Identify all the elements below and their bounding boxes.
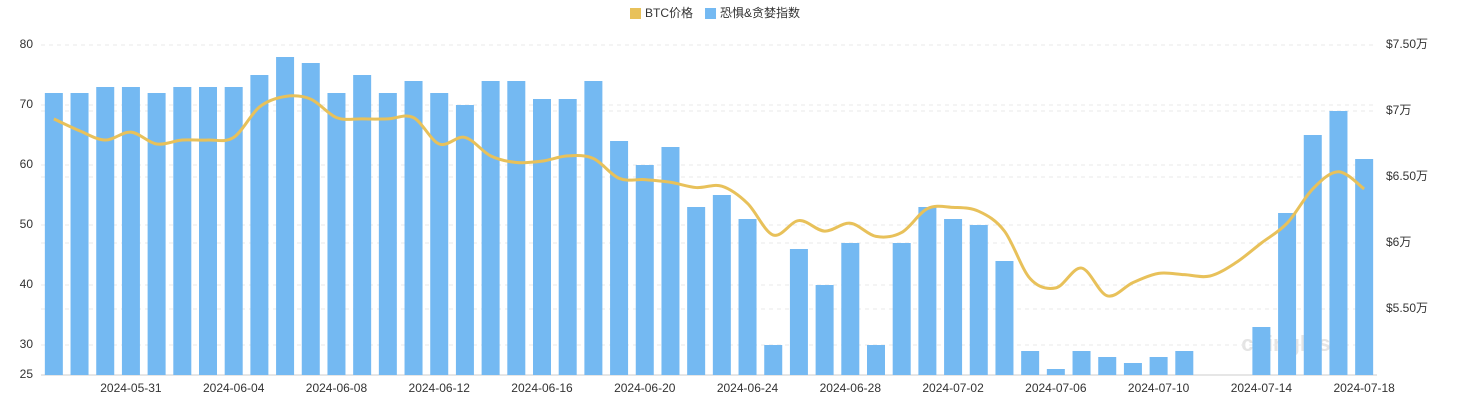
x-tick-label: 2024-06-04 (203, 381, 265, 395)
bar (738, 219, 757, 375)
bar (44, 93, 63, 375)
bar (1021, 351, 1040, 375)
x-tick-label: 2024-06-12 (409, 381, 471, 395)
legend-label: BTC价格 (645, 5, 693, 20)
y-tick-label: 25 (20, 367, 34, 381)
bar (1123, 363, 1142, 375)
bar (353, 75, 372, 375)
bar (1278, 213, 1297, 375)
y-tick-label: 40 (20, 277, 34, 291)
bar (789, 249, 808, 375)
x-tick-label: 2024-07-14 (1231, 381, 1293, 395)
bar (96, 87, 115, 375)
bar (70, 93, 89, 375)
bar (327, 93, 346, 375)
bar (430, 93, 449, 375)
bar (867, 345, 885, 375)
bar (224, 87, 243, 375)
bar (1175, 351, 1194, 375)
bar (147, 93, 166, 375)
legend-swatch (705, 8, 717, 19)
x-tick-label: 2024-06-24 (717, 381, 779, 395)
bar (173, 87, 192, 375)
bar (918, 207, 937, 375)
bar (276, 57, 295, 375)
bar (1149, 357, 1168, 375)
bar (1252, 327, 1271, 375)
bar (1072, 351, 1091, 375)
bar (764, 345, 783, 375)
x-tick-label: 2024-06-28 (820, 381, 882, 395)
bar (481, 81, 500, 375)
bar (1098, 357, 1117, 375)
x-tick-label: 2024-07-02 (922, 381, 984, 395)
bar (533, 99, 551, 375)
y2-tick-label: $6.50万 (1386, 169, 1428, 183)
y-tick-label: 70 (20, 97, 34, 111)
x-tick-label: 2024-07-06 (1025, 381, 1087, 395)
bar (635, 165, 654, 375)
bar (558, 99, 577, 375)
y2-tick-label: $7万 (1386, 103, 1411, 117)
bar (378, 93, 397, 375)
bar (507, 81, 526, 375)
x-tick-label: 2024-06-20 (614, 381, 676, 395)
bar (199, 87, 217, 375)
x-tick-label: 2024-06-08 (306, 381, 368, 395)
y-tick-label: 80 (20, 37, 34, 51)
legend-label: 恐惧&贪婪指数 (720, 5, 800, 20)
bar (892, 243, 911, 375)
y-tick-label: 60 (20, 157, 34, 171)
y-tick-label: 30 (20, 337, 34, 351)
bar (815, 285, 834, 375)
x-tick-label: 2024-07-10 (1128, 381, 1190, 395)
bar (1303, 135, 1322, 375)
bar (995, 261, 1014, 375)
bar (301, 63, 320, 375)
bar (404, 81, 423, 375)
y2-tick-label: $7.50万 (1386, 37, 1428, 51)
bar (121, 87, 140, 375)
bar (455, 105, 474, 375)
y2-tick-label: $6万 (1386, 235, 1411, 249)
bar (1046, 369, 1065, 375)
bar (969, 225, 988, 375)
bar (584, 81, 603, 375)
x-tick-label: 2024-05-31 (100, 381, 162, 395)
y2-tick-label: $5.50万 (1386, 301, 1428, 315)
bar (661, 147, 680, 375)
x-tick-label: 2024-06-16 (511, 381, 573, 395)
y-tick-label: 50 (20, 217, 34, 231)
bar (610, 141, 629, 375)
bar (1355, 159, 1374, 375)
bar (944, 219, 963, 375)
bar (841, 243, 860, 375)
bar (687, 207, 706, 375)
legend-swatch (630, 8, 641, 19)
bar (712, 195, 731, 375)
x-tick-label: 2024-07-18 (1333, 381, 1395, 395)
line (53, 94, 1366, 298)
bar (1329, 111, 1348, 375)
bar (250, 75, 269, 375)
